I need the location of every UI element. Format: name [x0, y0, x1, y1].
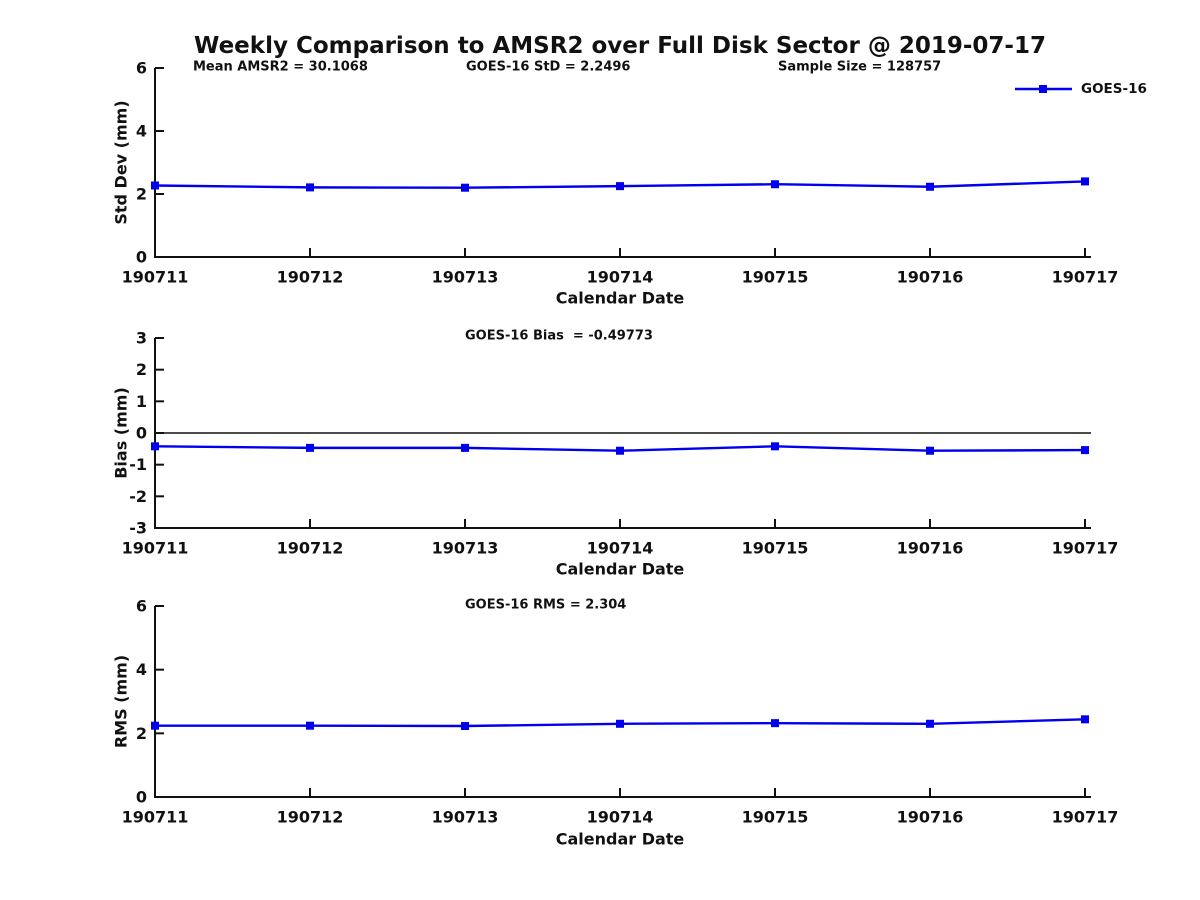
bias-plot-data-marker [771, 442, 779, 451]
bias-plot-data-marker [461, 443, 469, 452]
std-dev-plot-data-marker [771, 180, 779, 189]
y-tick-label: 2 [136, 724, 147, 743]
x-tick-label: 190714 [587, 268, 654, 287]
rms-plot-data-marker [151, 721, 159, 730]
rms-plot-data-marker [306, 721, 314, 730]
x-tick-label: 190711 [122, 808, 189, 827]
x-tick-label: 190717 [1052, 268, 1119, 287]
stat-annotation: GOES-16 RMS = 2.304 [465, 598, 626, 613]
legend-label: GOES-16 [1081, 81, 1147, 97]
legend-marker [1039, 85, 1047, 93]
y-tick-label: 4 [136, 660, 147, 679]
y-tick-label: 0 [136, 424, 147, 443]
y-tick-label: 2 [136, 185, 147, 204]
x-tick-label: 190713 [432, 268, 499, 287]
rms-plot-data-marker [926, 719, 934, 728]
x-tick-label: 190714 [587, 808, 654, 827]
x-tick-label: 190716 [897, 808, 964, 827]
std-dev-plot-data-marker [1081, 177, 1089, 186]
x-tick-label: 190712 [277, 808, 344, 827]
std-dev-plot-ylabel: Std Dev (mm) [112, 100, 131, 224]
y-tick-label: 0 [136, 248, 147, 267]
std-dev-plot-xlabel: Calendar Date [556, 289, 685, 308]
rms-plot-xlabel: Calendar Date [556, 830, 685, 849]
stat-annotation: Sample Size = 128757 [778, 60, 941, 75]
x-tick-label: 190715 [742, 268, 809, 287]
x-tick-label: 190714 [587, 539, 654, 558]
bias-plot-data-marker [1081, 446, 1089, 455]
rms-plot-data-marker [461, 722, 469, 731]
x-tick-label: 190715 [742, 539, 809, 558]
x-tick-label: 190716 [897, 539, 964, 558]
std-dev-plot-data-marker [616, 182, 624, 191]
rms-plot-ylabel: RMS (mm) [112, 655, 131, 748]
figure-title: Weekly Comparison to AMSR2 over Full Dis… [194, 33, 1046, 59]
bias-plot-data-marker [616, 446, 624, 455]
std-dev-plot-data-marker [306, 183, 314, 192]
y-tick-label: -2 [129, 487, 147, 506]
x-tick-label: 190717 [1052, 808, 1119, 827]
bias-plot-xlabel: Calendar Date [556, 560, 685, 579]
x-tick-label: 190712 [277, 539, 344, 558]
y-tick-label: 6 [136, 59, 147, 78]
x-tick-label: 190715 [742, 808, 809, 827]
x-tick-label: 190717 [1052, 539, 1119, 558]
y-tick-label: 1 [136, 392, 147, 411]
stat-annotation: Mean AMSR2 = 30.1068 [193, 60, 368, 75]
bias-plot-data-marker [306, 443, 314, 452]
y-tick-label: 6 [136, 597, 147, 616]
rms-plot-data-marker [1081, 715, 1089, 724]
stat-annotation: GOES-16 Bias = -0.49773 [465, 329, 653, 344]
rms-plot-data-marker [616, 719, 624, 728]
y-tick-label: 4 [136, 122, 147, 141]
bias-plot-data-marker [151, 442, 159, 451]
rms-plot-data-marker [771, 719, 779, 728]
x-tick-label: 190712 [277, 268, 344, 287]
std-dev-plot-data-marker [926, 182, 934, 191]
bias-plot-ylabel: Bias (mm) [112, 387, 131, 479]
x-tick-label: 190711 [122, 268, 189, 287]
y-tick-label: 0 [136, 788, 147, 807]
y-tick-label: 3 [136, 329, 147, 348]
x-tick-label: 190713 [432, 539, 499, 558]
stat-annotation: GOES-16 StD = 2.2496 [466, 60, 630, 75]
std-dev-plot-data-marker [151, 181, 159, 190]
x-tick-label: 190716 [897, 268, 964, 287]
y-tick-label: 2 [136, 360, 147, 379]
y-tick-label: -3 [129, 519, 147, 538]
y-tick-label: -1 [129, 455, 147, 474]
std-dev-plot-data-marker [461, 183, 469, 192]
x-tick-label: 190713 [432, 808, 499, 827]
bias-plot-data-marker [926, 446, 934, 455]
x-tick-label: 190711 [122, 539, 189, 558]
